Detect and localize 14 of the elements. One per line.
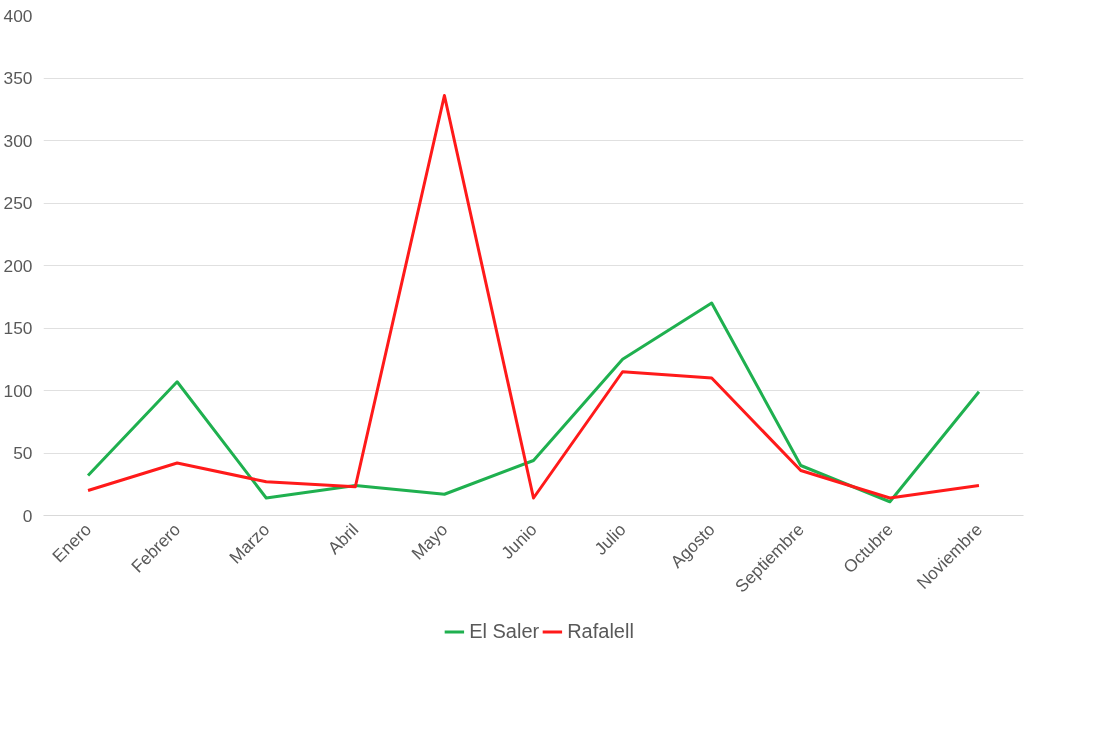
- y-tick-label: 150: [3, 318, 33, 338]
- line-series: [86, 94, 981, 500]
- x-tick-label: Julio: [590, 519, 630, 559]
- y-tick-label: 300: [3, 130, 33, 151]
- y-tick-label: 100: [3, 380, 33, 401]
- y-tick-label: 0: [22, 505, 33, 526]
- y-tick-label: 200: [3, 255, 33, 276]
- y-tick-label: 350: [3, 68, 33, 88]
- y-tick-label: 400: [3, 5, 33, 26]
- legend-label: El Saler: [469, 619, 540, 643]
- legend-label: Rafalell: [567, 619, 634, 643]
- y-tick-label: 50: [13, 443, 33, 463]
- line-series: [86, 301, 981, 504]
- y-tick-label: 250: [3, 193, 33, 213]
